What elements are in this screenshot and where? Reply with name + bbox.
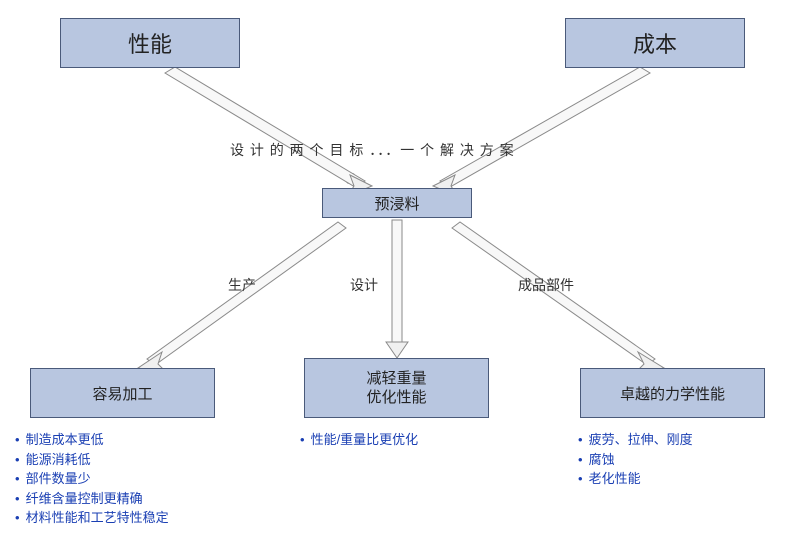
node-prepreg: 预浸料 bbox=[322, 188, 472, 218]
caption-two-goals: 设 计 的 两 个 目 标 ．．．一 个 解 决 方 案 bbox=[230, 140, 515, 160]
bullets-easy: 制造成本更低 能源消耗低 部件数量少 纤维含量控制更精确 材料性能和工艺特性稳定 bbox=[15, 430, 169, 528]
node-mechanical: 卓越的力学性能 bbox=[580, 368, 765, 418]
node-performance: 性能 bbox=[60, 18, 240, 68]
bullet-item: 腐蚀 bbox=[578, 450, 693, 470]
node-easy-processing: 容易加工 bbox=[30, 368, 215, 418]
node-label: 成本 bbox=[633, 27, 677, 59]
bullet-item: 性能/重量比更优化 bbox=[300, 430, 418, 450]
bullets-mech: 疲劳、拉伸、刚度 腐蚀 老化性能 bbox=[578, 430, 693, 489]
bullet-item: 纤维含量控制更精确 bbox=[15, 489, 169, 509]
edge-label-design: 设计 bbox=[350, 275, 378, 295]
node-label-line1: 减轻重量 bbox=[366, 369, 426, 389]
bullet-item: 制造成本更低 bbox=[15, 430, 169, 450]
bullet-item: 疲劳、拉伸、刚度 bbox=[578, 430, 693, 450]
node-label: 容易加工 bbox=[92, 383, 152, 404]
bullet-item: 能源消耗低 bbox=[15, 450, 169, 470]
node-label-line2: 优化性能 bbox=[366, 388, 426, 408]
bullet-item: 材料性能和工艺特性稳定 bbox=[15, 508, 169, 528]
edge-label-finished: 成品部件 bbox=[518, 275, 574, 295]
bullets-weight: 性能/重量比更优化 bbox=[300, 430, 418, 450]
node-weight-reduction: 减轻重量 优化性能 bbox=[304, 358, 489, 418]
bullet-item: 部件数量少 bbox=[15, 469, 169, 489]
edge-label-production: 生产 bbox=[228, 275, 256, 295]
node-label: 预浸料 bbox=[374, 193, 419, 214]
bullet-item: 老化性能 bbox=[578, 469, 693, 489]
node-label: 性能 bbox=[128, 27, 172, 59]
node-label: 卓越的力学性能 bbox=[620, 383, 725, 404]
node-cost: 成本 bbox=[565, 18, 745, 68]
